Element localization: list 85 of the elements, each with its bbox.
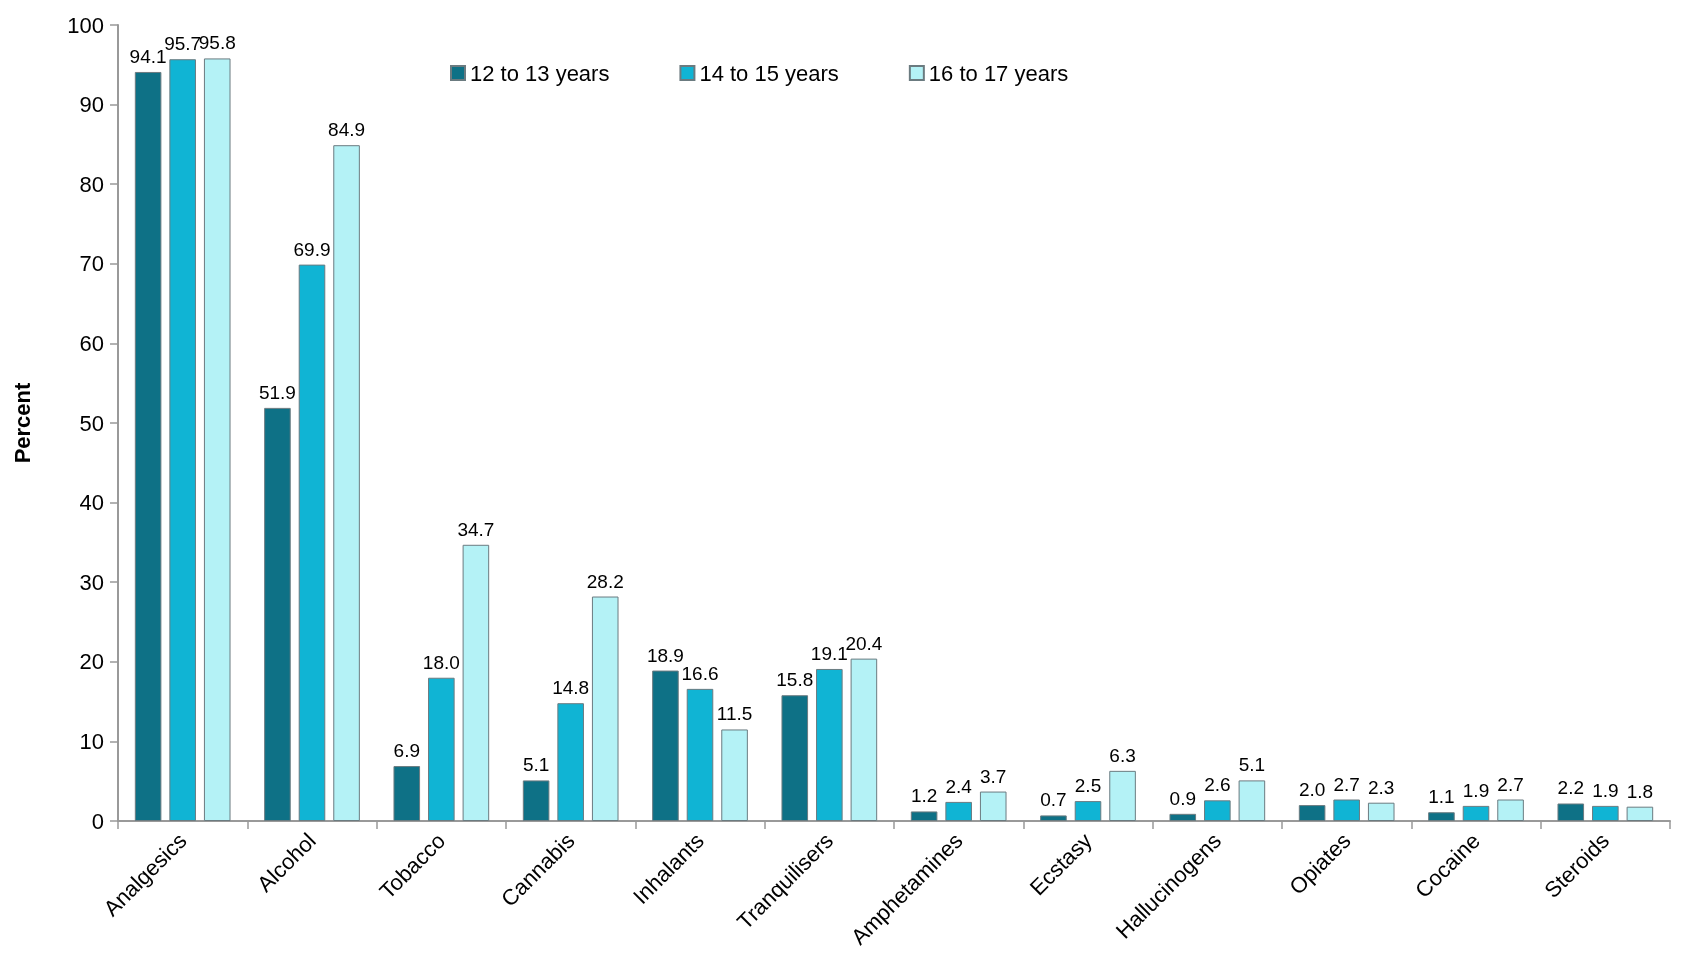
data-label: 84.9 (328, 119, 366, 141)
bar (850, 658, 878, 821)
bar (1497, 799, 1524, 821)
bar (1040, 815, 1067, 821)
bar (134, 71, 162, 821)
y-axis-title: Percent (9, 381, 35, 464)
data-label: 1.9 (1462, 779, 1490, 801)
y-tick-label: 10 (79, 728, 104, 754)
bar (298, 264, 326, 821)
data-label: 2.0 (1298, 779, 1326, 801)
data-label: 2.3 (1368, 776, 1395, 798)
bar (781, 695, 809, 821)
data-label: 2.6 (1204, 774, 1231, 796)
data-label: 15.8 (776, 669, 814, 691)
data-label: 2.7 (1333, 773, 1360, 795)
bar (1557, 803, 1585, 821)
y-tick-label: 50 (79, 410, 104, 436)
data-label: 0.9 (1169, 787, 1196, 809)
data-label: 2.5 (1074, 775, 1102, 797)
data-label: 18.9 (646, 644, 684, 666)
data-label: 11.5 (716, 703, 753, 725)
data-label: 5.1 (1238, 754, 1266, 776)
y-tick-label: 20 (79, 649, 104, 675)
data-label: 1.1 (1428, 786, 1455, 808)
y-tick-label: 90 (79, 92, 104, 118)
legend-label: 14 to 15 years (699, 60, 839, 86)
bar (686, 688, 714, 821)
bar (557, 703, 584, 821)
bar (169, 59, 196, 821)
bar (203, 58, 231, 821)
data-label: 2.4 (945, 775, 973, 797)
data-label: 18.0 (422, 651, 460, 673)
legend-label: 12 to 13 years (470, 60, 610, 86)
bar (1109, 770, 1136, 821)
y-tick-label: 80 (79, 171, 104, 197)
bar (910, 811, 938, 821)
data-label: 1.2 (910, 785, 938, 807)
y-tick-label: 0 (91, 808, 104, 834)
bar (591, 596, 619, 821)
bar (393, 766, 421, 821)
data-label: 6.9 (393, 740, 420, 762)
bar (1626, 806, 1654, 821)
bar (1367, 802, 1395, 821)
data-label: 51.9 (258, 381, 296, 403)
bar (1592, 805, 1619, 821)
data-label: 28.2 (586, 570, 624, 592)
bar (462, 544, 490, 821)
data-label: 69.9 (293, 238, 331, 260)
data-label: 3.7 (980, 765, 1007, 787)
y-tick-label: 30 (79, 569, 104, 595)
bar (1462, 805, 1490, 821)
y-tick-label: 70 (79, 251, 104, 277)
y-tick-label: 40 (79, 490, 104, 516)
bar (979, 791, 1007, 821)
bar (1238, 780, 1266, 821)
bar (428, 677, 455, 821)
data-label: 1.9 (1592, 779, 1619, 801)
data-label: 20.4 (845, 632, 883, 654)
data-label: 0.7 (1040, 789, 1067, 811)
data-label: 2.7 (1497, 773, 1524, 795)
y-tick-label: 60 (79, 330, 104, 356)
y-tick-label: 100 (67, 12, 104, 38)
legend-label: 16 to 17 years (928, 60, 1069, 86)
data-label: 2.2 (1557, 777, 1584, 799)
bar (1333, 799, 1360, 821)
bar (945, 801, 972, 821)
data-label: 95.8 (198, 32, 236, 54)
data-label: 19.1 (810, 642, 848, 664)
bar (333, 145, 360, 821)
bar (1204, 800, 1231, 821)
data-label: 14.8 (552, 677, 590, 699)
bar (1428, 812, 1455, 821)
bar (1298, 805, 1326, 821)
data-label: 34.7 (457, 518, 495, 540)
bar (1074, 801, 1102, 821)
bar (721, 729, 748, 821)
data-label: 16.6 (681, 662, 719, 684)
data-label: 6.3 (1109, 744, 1136, 766)
data-label: 1.8 (1626, 780, 1654, 802)
bar (522, 780, 550, 821)
bar (264, 407, 291, 821)
bar (652, 670, 679, 821)
bar (1169, 813, 1197, 821)
bar (816, 668, 843, 821)
data-label: 5.1 (522, 754, 550, 776)
